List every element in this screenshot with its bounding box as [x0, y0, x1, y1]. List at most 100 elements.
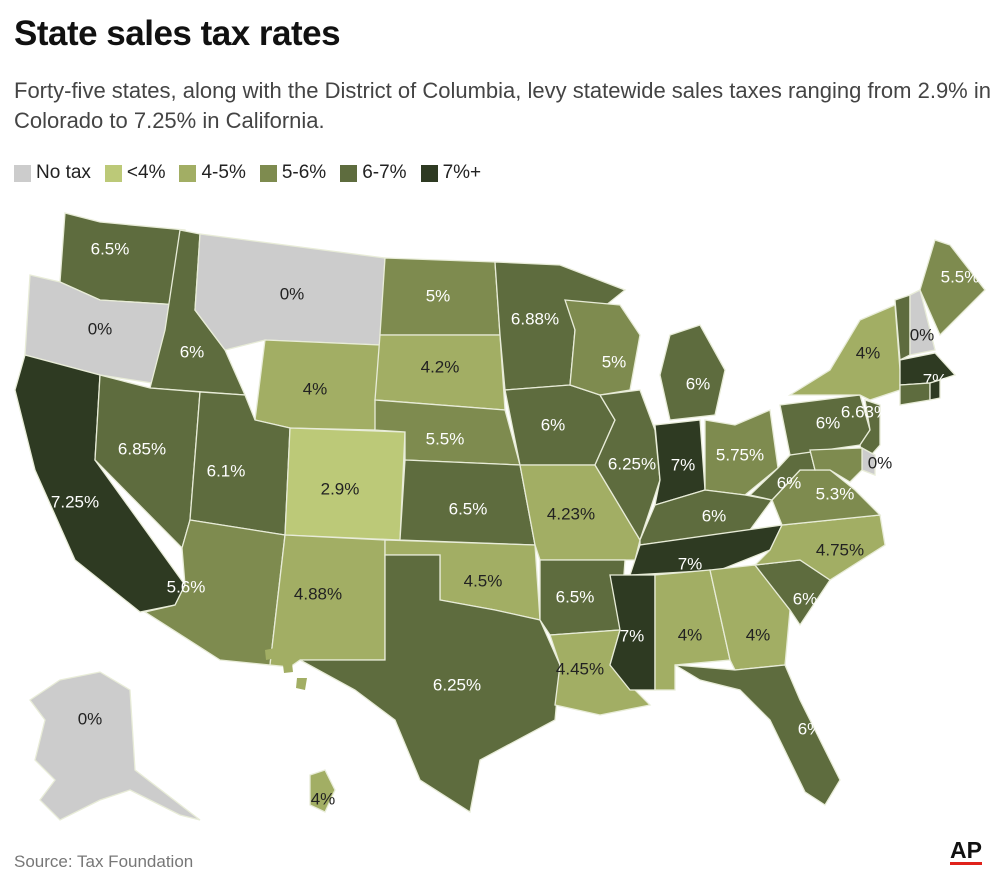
- state-fl: 6%: [674, 664, 841, 806]
- legend-swatch: [179, 164, 197, 182]
- state-va: 5.3%: [771, 469, 882, 526]
- state-ma: 7%: [899, 352, 957, 389]
- legend-item: <4%: [104, 162, 166, 184]
- state-md: [809, 447, 863, 483]
- rate-label: 7%: [671, 455, 696, 474]
- rate-label: 2.9%: [321, 479, 360, 498]
- state-shape: [594, 389, 661, 542]
- rate-label: 4.5%: [464, 571, 503, 590]
- legend-item: No tax: [14, 162, 91, 184]
- state-wi: 5%: [564, 299, 641, 396]
- state-shape: [674, 664, 841, 806]
- state-pa: 6%: [779, 394, 871, 456]
- rate-label: 6.25%: [608, 454, 656, 473]
- legend-swatch: [104, 164, 122, 182]
- rate-label: 0%: [910, 325, 935, 344]
- island-shape: [296, 678, 307, 690]
- state-ks: 6.5%: [399, 459, 536, 546]
- rate-label: 4%: [678, 625, 703, 644]
- state-nh: 0%: [909, 289, 936, 356]
- rate-label: 5.75%: [716, 445, 764, 464]
- state-az: 5.6%: [143, 519, 286, 666]
- rate-label: 4.45%: [556, 659, 604, 678]
- legend-swatch: [420, 164, 438, 182]
- rate-label: 6%: [686, 374, 711, 393]
- state-sc: 6%: [753, 559, 831, 627]
- state-ak: 0%: [29, 671, 201, 821]
- rate-label: 6.85%: [118, 439, 166, 458]
- subtitle: Forty-five states, along with the Distri…: [14, 78, 991, 133]
- legend-item: 5-6%: [259, 162, 326, 184]
- state-nd: 5%: [379, 257, 501, 336]
- rate-label: 5.5%: [426, 429, 465, 448]
- rate-label: 6%: [180, 342, 205, 361]
- rate-label: 5%: [426, 286, 451, 305]
- rate-label: 6%: [793, 589, 818, 608]
- rate-label: 6%: [777, 473, 802, 492]
- rate-label: 5.6%: [167, 577, 206, 596]
- legend-item: 6-7%: [340, 162, 407, 184]
- rate-label: 4.75%: [816, 540, 864, 559]
- state-nc: 4.75%: [753, 514, 886, 581]
- rate-label: 0%: [78, 709, 103, 728]
- island-shape: [265, 648, 277, 660]
- state-co: 2.9%: [284, 427, 406, 541]
- rate-label: 4%: [746, 625, 771, 644]
- state-shape: [929, 379, 941, 401]
- rate-label: 4.23%: [547, 504, 595, 523]
- rate-label: 5.5%: [941, 267, 980, 286]
- state-shape: [659, 324, 726, 421]
- state-wa: 6.5%: [59, 212, 186, 306]
- state-il: 6.25%: [594, 389, 661, 542]
- state-shape: [564, 299, 641, 396]
- rate-label: 0%: [88, 319, 113, 338]
- legend-item: 7%+: [420, 162, 482, 184]
- state-mn: 6.88%: [494, 261, 627, 391]
- state-ri: [929, 379, 941, 401]
- legend: No tax <4% 4-5% 5-6% 6-7% 7%+: [14, 162, 481, 184]
- rate-label: 7%: [620, 626, 645, 645]
- legend-swatch: [259, 164, 277, 182]
- rate-label: 5%: [602, 352, 627, 371]
- legend-label: <4%: [126, 162, 166, 183]
- state-hi: 4%: [265, 648, 336, 813]
- state-shape: [899, 382, 931, 406]
- state-wy: 4%: [254, 339, 381, 431]
- island-shape: [283, 663, 293, 673]
- legend-swatch: [340, 164, 358, 182]
- rate-label: 6.63%: [841, 402, 889, 421]
- rate-label: 7%: [678, 554, 703, 573]
- state-shape: [787, 304, 901, 401]
- rate-label: 6.88%: [511, 309, 559, 328]
- legend-item: 4-5%: [179, 162, 246, 184]
- state-oh: 5.75%: [704, 409, 779, 496]
- rate-label: 6%: [798, 719, 823, 738]
- state-ct: [899, 382, 931, 406]
- rate-label: 6%: [702, 506, 727, 525]
- rate-label: 4%: [303, 379, 328, 398]
- rate-label: 7.25%: [51, 492, 99, 511]
- rate-label: 6.5%: [449, 499, 488, 518]
- state-ny: 4%: [787, 304, 901, 401]
- state-shape: [809, 447, 863, 483]
- rate-label: 5.3%: [816, 484, 855, 503]
- state-nm: 4.88%: [269, 534, 386, 668]
- state-mt: 0%: [194, 233, 386, 351]
- rate-label: 0%: [280, 284, 305, 303]
- legend-label: 7%+: [442, 162, 482, 183]
- state-de: 0%: [861, 446, 892, 476]
- rate-label: 6.5%: [91, 239, 130, 258]
- rate-label: 6.1%: [207, 461, 246, 480]
- rate-label: 4%: [856, 343, 881, 362]
- state-shape: [309, 769, 336, 813]
- legend-label: 6-7%: [362, 162, 407, 183]
- rate-label: 6.5%: [556, 587, 595, 606]
- state-ia: 6%: [504, 384, 616, 466]
- state-shape: [299, 554, 561, 814]
- rate-label: 6%: [816, 413, 841, 432]
- legend-label: No tax: [36, 162, 91, 183]
- rate-label: 6%: [541, 415, 566, 434]
- state-ar: 6.5%: [539, 559, 626, 636]
